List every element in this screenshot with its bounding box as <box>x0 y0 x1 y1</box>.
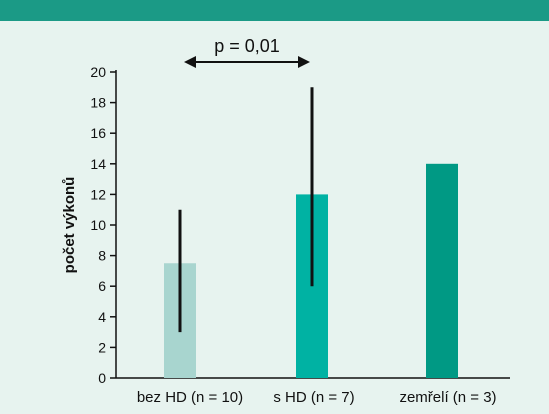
y-tick-label: 2 <box>98 339 106 355</box>
y-tick-label: 12 <box>90 186 106 202</box>
y-tick-label: 14 <box>90 156 106 172</box>
header-band <box>0 0 549 21</box>
y-tick-label: 4 <box>98 309 106 325</box>
annotation-arrowhead-right <box>298 56 310 68</box>
y-tick-label: 0 <box>98 370 106 386</box>
y-tick-label: 10 <box>90 217 106 233</box>
y-tick-label: 18 <box>90 95 106 111</box>
y-tick-label: 16 <box>90 125 106 141</box>
y-tick-label: 8 <box>98 248 106 264</box>
x-tick-label: s HD (n = 7) <box>273 389 354 406</box>
y-tick-label: 6 <box>98 278 106 294</box>
x-tick-label: bez HD (n = 10) <box>137 389 243 406</box>
y-axis-label: počet výkonů <box>61 177 78 274</box>
p-value-annotation: p = 0,01 <box>214 36 280 56</box>
annotation-arrowhead-left <box>184 56 196 68</box>
x-tick-label: zemřelí (n = 3) <box>399 389 496 406</box>
y-tick-label: 20 <box>90 64 106 80</box>
bar <box>426 163 458 378</box>
